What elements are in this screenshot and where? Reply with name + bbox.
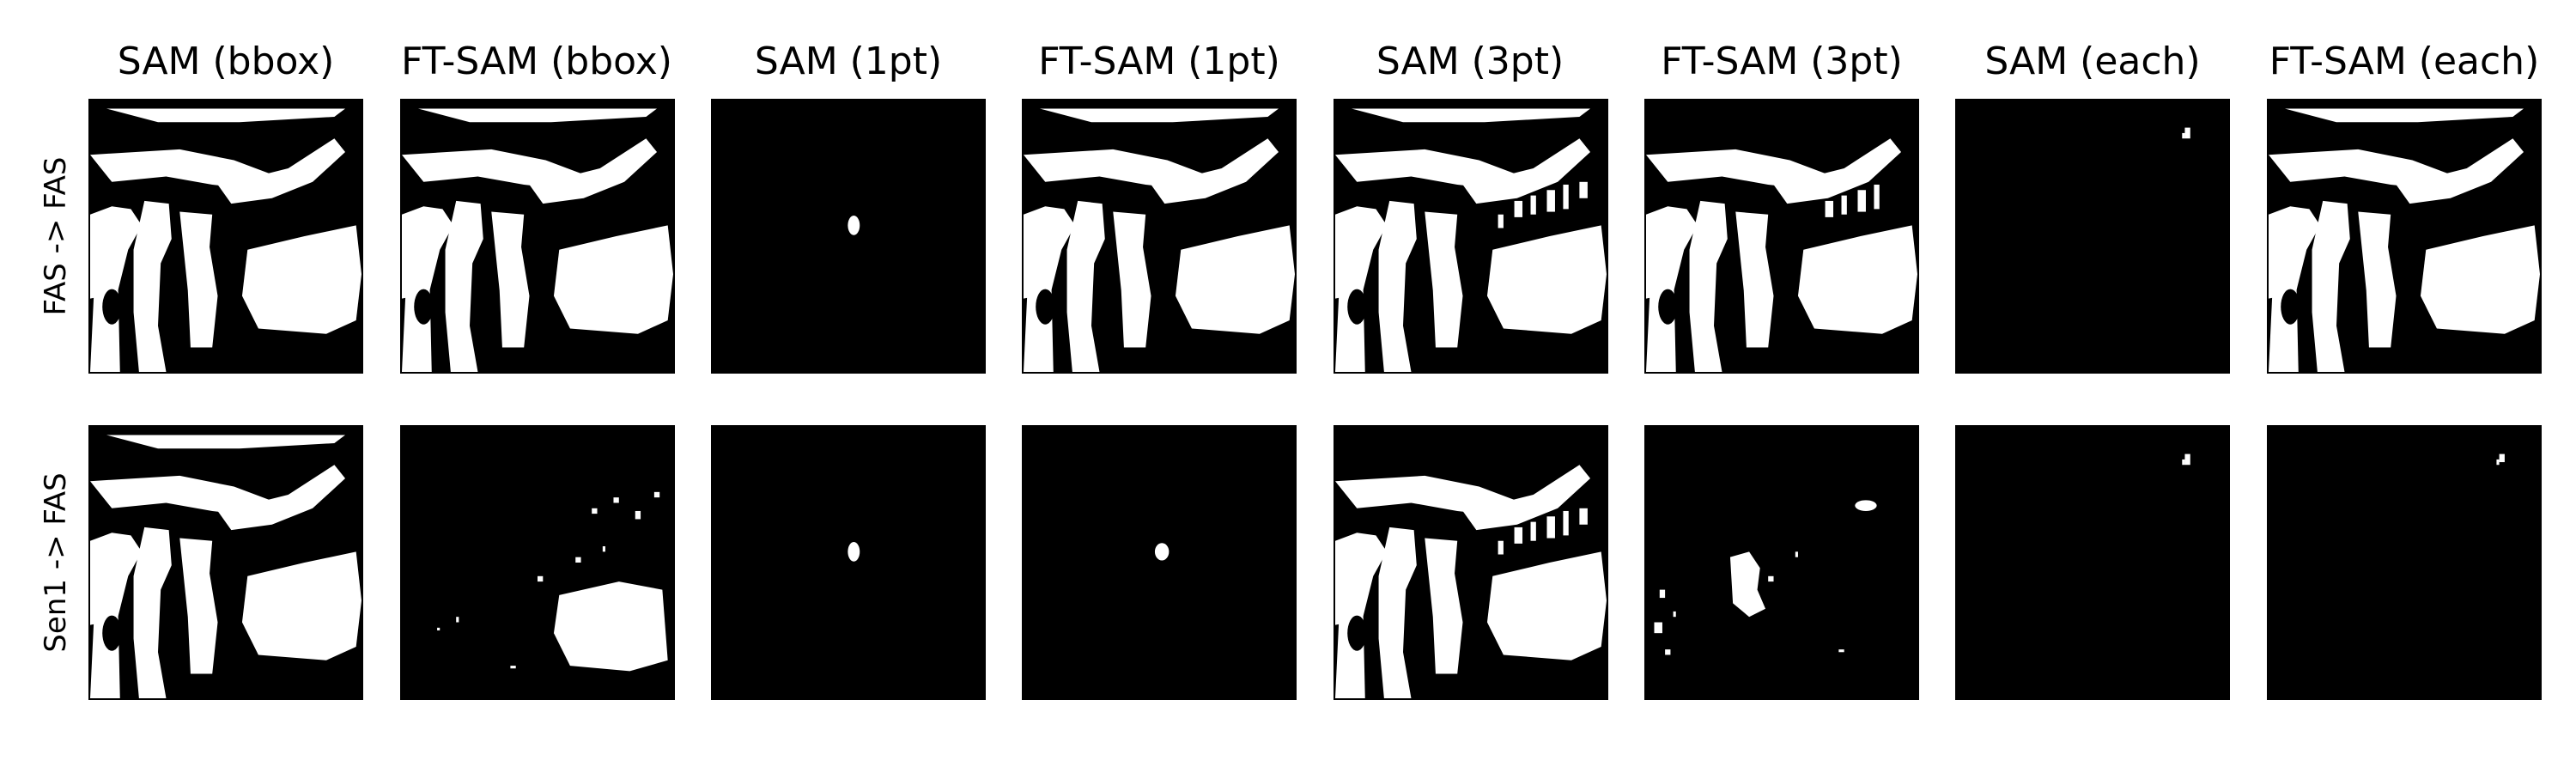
panel-fas-sam-3pt [1334,99,1608,374]
mask-partial [402,427,673,698]
row-label-sen1-to-fas: Sen1 -> FAS [39,472,73,653]
panel-sen1-ft-sam-each [2267,425,2542,700]
column-title-ft-sam-3pt: FT-SAM (3pt) [1661,40,1903,83]
panel-fas-sam-1pt [711,99,986,374]
mask-tiny-speck [1957,100,2228,372]
panel-sen1-sam-each [1955,425,2230,700]
mask-full-image [2269,100,2540,372]
column-title-sam-1pt: SAM (1pt) [754,40,943,83]
panel-fas-sam-each [1955,99,2230,374]
panel-fas-ft-sam-each [2267,99,2542,374]
panel-sen1-ft-sam-3pt [1644,425,1919,700]
column-title-sam-bbox: SAM (bbox) [117,40,335,83]
column-title-ft-sam-1pt: FT-SAM (1pt) [1038,40,1280,83]
mask-sparse [1646,427,1917,698]
column-title-ft-sam-bbox: FT-SAM (bbox) [401,40,672,83]
panel-sen1-ft-sam-bbox [400,425,675,700]
column-title-ft-sam-each: FT-SAM (each) [2269,40,2540,83]
mask-tiny-speck [1957,427,2228,698]
panel-fas-ft-sam-3pt [1644,99,1919,374]
mask-dense [1646,100,1917,372]
mask-small-blob [1024,427,1295,698]
mask-dense [1335,100,1607,372]
column-title-sam-3pt: SAM (3pt) [1376,40,1564,83]
panel-sen1-sam-bbox [88,425,363,700]
panel-sen1-sam-1pt [711,425,986,700]
panel-sen1-ft-sam-1pt [1022,425,1297,700]
panel-fas-sam-bbox [88,99,363,374]
panel-fas-ft-sam-bbox [400,99,675,374]
mask-small-blob [713,427,984,698]
mask-dense [1335,427,1607,698]
mask-small-blob [713,100,984,372]
panel-fas-ft-sam-1pt [1022,99,1297,374]
mask-full-image [90,100,361,372]
mask-full-image [1024,100,1295,372]
mask-tiny-speck [2269,427,2540,698]
mask-full-image [402,100,673,372]
mask-full-image [90,427,361,698]
panel-sen1-sam-3pt [1334,425,1608,700]
column-title-sam-each: SAM (each) [1984,40,2201,83]
row-label-fas-to-fas: FAS -> FAS [39,156,73,316]
